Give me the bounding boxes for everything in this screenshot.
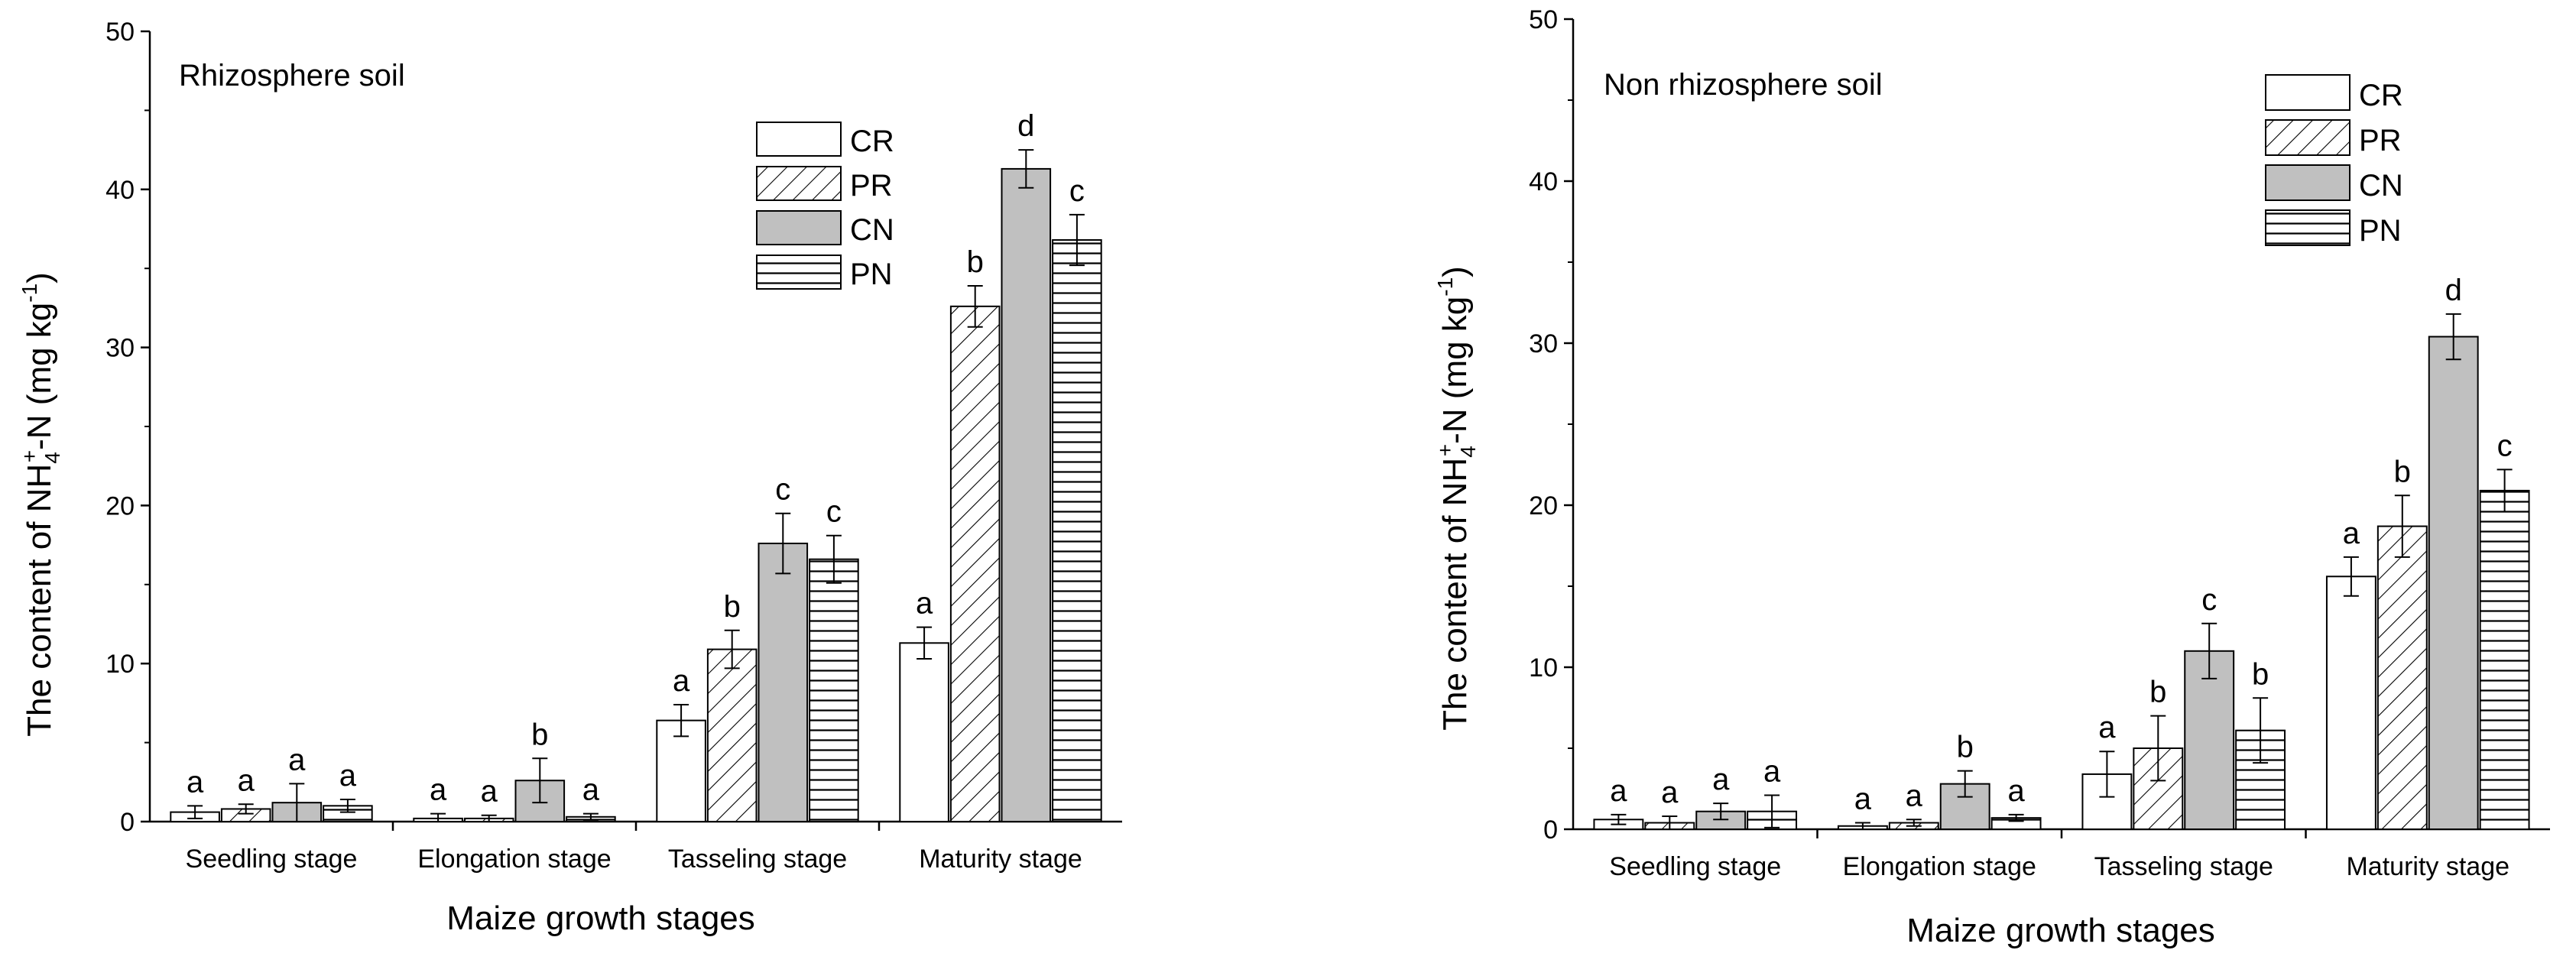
significance-letter: a — [1712, 763, 1730, 796]
bar — [2479, 489, 2530, 830]
legend-swatch — [2265, 119, 2351, 156]
bar — [899, 642, 949, 822]
x-tick-label: Maturity stage — [919, 845, 1082, 874]
chart-non-rhizosphere: Non rhizosphere soil Maize growth stages… — [1433, 5, 2550, 949]
significance-letter: a — [916, 587, 933, 621]
x-tick-label: Tasseling stage — [2094, 852, 2273, 881]
significance-letter: a — [339, 759, 357, 793]
y-tick-label: 30 — [1529, 329, 1558, 358]
legend-label: CN — [2359, 169, 2403, 203]
legend-label: CR — [850, 125, 894, 158]
significance-letter: b — [2252, 657, 2269, 691]
bar — [758, 543, 809, 822]
y-tick-label: 10 — [105, 650, 135, 679]
bar — [2428, 336, 2479, 830]
legend-swatch — [756, 122, 842, 157]
y-axis-title: The content of NH4+-N (mg kg-1) — [18, 272, 64, 737]
legend-swatch — [756, 166, 842, 201]
x-tick-label: Elongation stage — [417, 845, 611, 874]
legend-label: PR — [850, 169, 893, 203]
significance-letter: a — [673, 664, 690, 698]
significance-letter: a — [1610, 774, 1627, 808]
significance-letter: c — [2201, 583, 2217, 617]
y-tick-label: 20 — [1529, 491, 1558, 520]
bar — [949, 305, 1001, 823]
x-tick-label: Seedling stage — [1609, 852, 1781, 881]
significance-letter: a — [430, 773, 447, 807]
significance-letter: d — [1017, 109, 1034, 143]
bar — [2325, 576, 2376, 831]
significance-letter: b — [2149, 676, 2166, 709]
y-tick-label: 10 — [1529, 653, 1558, 683]
significance-letter: c — [826, 495, 842, 529]
legend-label: PN — [2359, 214, 2402, 248]
significance-letter: c — [2497, 429, 2513, 462]
x-axis-title: Maize growth stages — [1906, 912, 2215, 949]
significance-letter: a — [1763, 754, 1781, 788]
significance-letter: a — [1906, 779, 1923, 812]
significance-letter: a — [481, 775, 498, 809]
legend-swatch — [2265, 74, 2351, 111]
significance-letter: c — [775, 473, 790, 507]
bar — [706, 648, 758, 823]
bar — [1052, 238, 1102, 822]
chart-title: Non rhizosphere soil — [1604, 68, 1883, 102]
legend-swatch — [2265, 164, 2351, 201]
y-tick-label: 30 — [105, 334, 135, 363]
significance-letter: b — [531, 718, 548, 751]
x-tick-label: Seedling stage — [186, 845, 358, 874]
bar — [656, 719, 706, 823]
bar — [2376, 525, 2428, 830]
legend-label: PN — [850, 258, 893, 291]
legend-swatch — [2265, 209, 2351, 246]
significance-letter: c — [1069, 174, 1085, 208]
y-tick-label: 0 — [1543, 815, 1558, 845]
significance-letter: a — [1854, 783, 1872, 816]
significance-letter: b — [2394, 455, 2411, 488]
significance-letter: a — [238, 764, 255, 797]
significance-letter: b — [967, 245, 984, 279]
significance-letter: a — [2007, 774, 2025, 808]
bar — [1001, 167, 1052, 822]
significance-letter: a — [2098, 711, 2116, 744]
legend-swatch — [756, 210, 842, 245]
x-tick-label: Elongation stage — [1843, 852, 2036, 881]
x-tick-label: Tasseling stage — [668, 845, 847, 874]
significance-letter: a — [582, 773, 600, 807]
x-axis-title: Maize growth stages — [446, 900, 755, 937]
y-tick-label: 50 — [105, 18, 135, 47]
significance-letter: a — [288, 743, 306, 777]
bar — [809, 558, 859, 822]
legend-label: CN — [850, 213, 894, 247]
y-tick-label: 20 — [105, 491, 135, 520]
y-tick-label: 50 — [1529, 5, 1558, 34]
significance-letter: a — [1661, 776, 1679, 809]
significance-letter: a — [2343, 517, 2360, 550]
y-tick-label: 40 — [105, 176, 135, 205]
y-tick-label: 0 — [120, 808, 135, 837]
x-tick-label: Maturity stage — [2346, 852, 2509, 881]
y-tick-label: 40 — [1529, 167, 1558, 196]
significance-letter: b — [1957, 731, 1974, 764]
significance-letter: b — [724, 590, 741, 624]
chart-rhizosphere: Rhizosphere soil Maize growth stages The… — [18, 18, 1122, 937]
legend-swatch — [756, 255, 842, 290]
significance-letter: d — [2445, 274, 2462, 307]
significance-letter: a — [187, 765, 204, 799]
y-axis-title: The content of NH4+-N (mg kg-1) — [1433, 266, 1480, 731]
legend-label: PR — [2359, 124, 2402, 157]
chart-title: Rhizosphere soil — [179, 59, 405, 92]
legend-label: CR — [2359, 79, 2403, 112]
